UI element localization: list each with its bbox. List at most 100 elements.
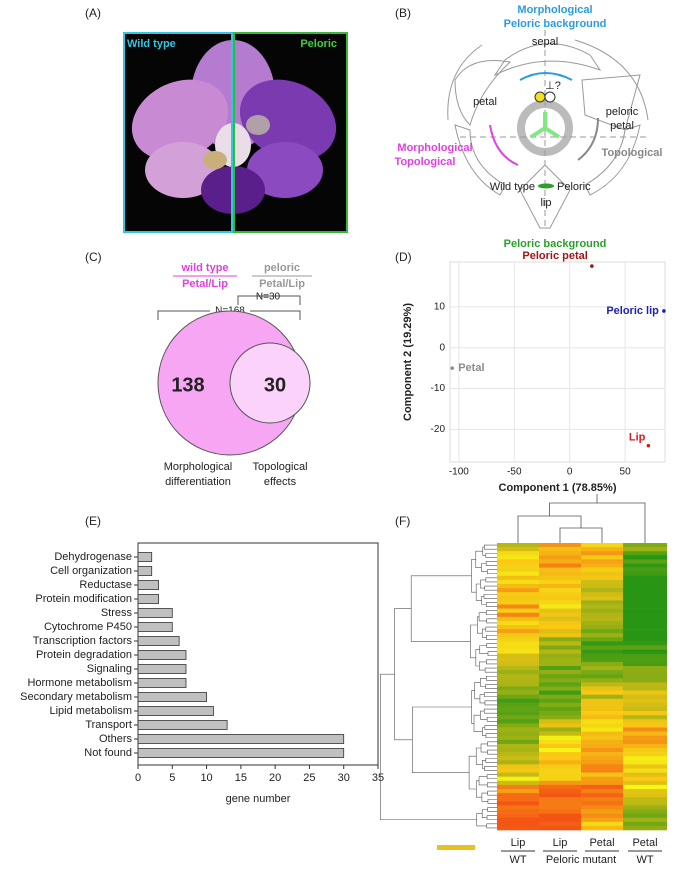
heatmap-cell (497, 584, 539, 589)
heatmap-cell (497, 682, 539, 687)
heatmap-cell (539, 588, 581, 593)
diagram-label: Morphological (397, 142, 472, 154)
heatmap-cell (623, 735, 667, 741)
x-tick-label: -50 (507, 467, 522, 478)
heatmap-cell (581, 670, 623, 675)
heatmap-cell (497, 727, 539, 732)
heatmap-cell (497, 797, 539, 802)
y-tick-label: Protein degradation (36, 649, 132, 661)
heatmap-cell (539, 748, 581, 753)
heatmap-cell (497, 690, 539, 695)
heatmap-cell (623, 702, 667, 708)
venn-caption: Topological (252, 461, 307, 473)
dendrogram (486, 815, 497, 821)
x-tick-label: 5 (169, 772, 175, 784)
dendrogram (483, 593, 497, 599)
y-tick-label: Transport (85, 719, 132, 731)
panel-label: (B) (395, 6, 411, 20)
heatmap-cell (623, 727, 667, 732)
column-label: Petal (632, 837, 657, 849)
heatmap-cell (623, 543, 667, 548)
heatmap-cell (539, 575, 581, 581)
arrow (577, 117, 599, 161)
heatmap-cell (497, 748, 539, 753)
heatmap-cell (623, 567, 667, 572)
dendrogram (476, 813, 487, 827)
heatmap-cell (581, 563, 623, 568)
dendrogram (481, 792, 488, 802)
heatmap-cell (581, 596, 623, 601)
heatmap-cell (623, 739, 667, 745)
heatmap-cell (581, 682, 623, 687)
group-label: WT (509, 854, 526, 866)
set-sublabel: Petal/Lip (182, 278, 228, 290)
diagram-label: ⊥? (545, 80, 561, 92)
heatmap-cell (539, 694, 581, 700)
heatmap-cell (623, 682, 667, 687)
y-tick-label: Dehydrogenase (54, 551, 132, 563)
heatmap-cell (581, 711, 623, 716)
dendrogram (486, 634, 497, 640)
heatmap-cell (581, 608, 623, 613)
heatmap-cell (581, 543, 623, 548)
heatmap-cell (623, 813, 667, 818)
y-tick-label: Lipid metabolism (49, 705, 132, 717)
heatmap-cell (581, 694, 623, 700)
heatmap-cell (539, 547, 581, 552)
x-tick-label: 30 (338, 772, 350, 784)
heatmap-cell (623, 768, 667, 773)
heatmap-cell (539, 645, 581, 650)
heatmap-cell (623, 743, 667, 749)
heatmap-cell (497, 784, 539, 790)
heatmap-cell (539, 592, 581, 597)
heatmap-cell (623, 629, 667, 634)
dendrogram (410, 575, 472, 642)
point (662, 309, 666, 313)
heatmap-cell (581, 715, 623, 720)
heatmap-cell (497, 612, 539, 618)
heatmap-cell (497, 592, 539, 597)
x-tick-label: 25 (303, 772, 315, 784)
heatmap-cell (623, 825, 667, 831)
heatmap-cell (623, 645, 667, 650)
dendrogram (486, 675, 497, 681)
y-tick-label: Cytochrome P450 (44, 621, 132, 633)
heatmap-cell (539, 657, 581, 663)
heatmap-cell (581, 612, 623, 618)
diagram-label: peloric (606, 106, 639, 118)
venn-count: 138 (171, 374, 204, 396)
heatmap-cell (539, 760, 581, 765)
heatmap-cell (497, 555, 539, 560)
y-tick-label: Transcription factors (33, 635, 133, 647)
heatmap-cell (539, 805, 581, 810)
heatmap-cell (623, 723, 667, 728)
dendrogram (485, 626, 497, 632)
bar (137, 734, 345, 744)
heatmap-cell (623, 690, 667, 695)
bar (137, 566, 153, 576)
heatmap-cell (623, 698, 667, 704)
bar (137, 552, 153, 562)
y-axis-label: Component 2 (19.29%) (402, 303, 414, 421)
heatmap-cell (539, 670, 581, 675)
heatmap-cell (623, 559, 667, 564)
y-tick-label: -20 (431, 424, 446, 435)
heatmap-cell (539, 776, 581, 782)
heatmap-cell (497, 543, 539, 548)
heatmap-cell (539, 600, 581, 605)
dendrogram (487, 807, 497, 812)
diagram-label: petal (610, 120, 634, 132)
heatmap-cell (623, 555, 667, 560)
y-tick-label: Not found (84, 747, 132, 759)
x-tick-label: -100 (449, 467, 469, 478)
heatmap-cell (539, 825, 581, 831)
heatmap-cell (539, 784, 581, 790)
bar (137, 706, 214, 716)
heatmap-cell (623, 772, 667, 777)
heatmap-cell (497, 756, 539, 761)
heatmap-cell (581, 620, 623, 626)
dendrogram (484, 667, 497, 673)
heatmap-cell (539, 641, 581, 646)
heatmap-cell (581, 789, 623, 794)
heatmap-cell (581, 637, 623, 642)
